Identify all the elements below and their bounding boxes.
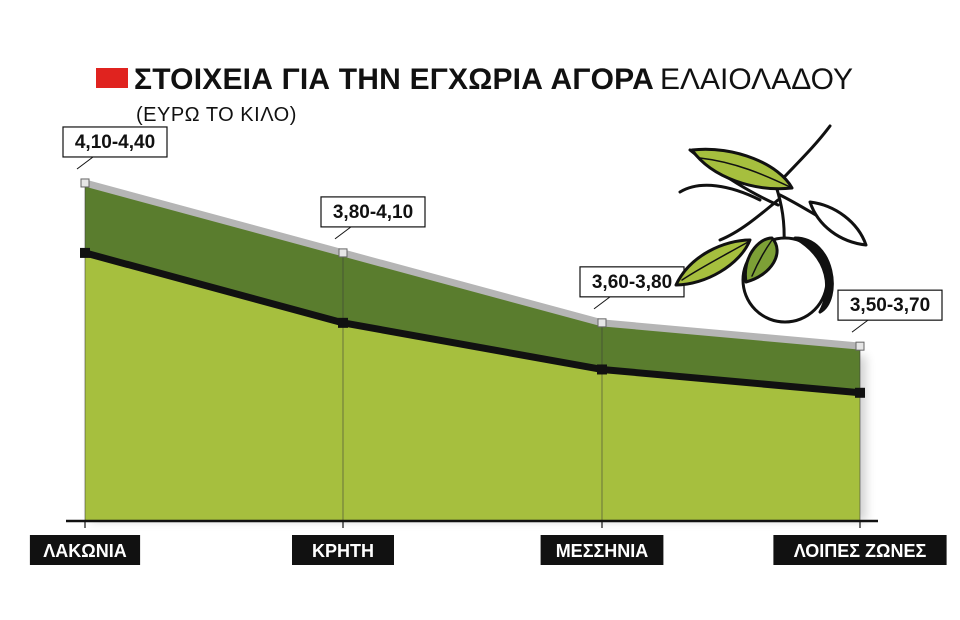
olive-branch-icon — [674, 124, 868, 324]
chart-subtitle: (ΕΥΡΩ ΤΟ ΚΙΛΟ) — [136, 104, 297, 126]
range-label: 3,60-3,80 — [592, 272, 672, 293]
range-label-box — [62, 126, 168, 158]
high-point-marker — [855, 341, 865, 351]
point-markers — [80, 178, 865, 398]
x-label-background — [29, 535, 141, 565]
callout-leader — [334, 226, 352, 240]
title-accent-square — [96, 68, 128, 88]
range-label-box — [320, 196, 426, 228]
drop-lines — [84, 182, 861, 521]
low-price-area — [85, 252, 860, 521]
x-axis-label: ΚΡΗΤΗ — [312, 541, 374, 561]
low-point-marker — [855, 387, 865, 398]
x-axis-label: ΛΟΙΠΕΣ ΖΩΝΕΣ — [794, 541, 927, 561]
callout-leader — [593, 296, 611, 310]
callout-leader — [76, 156, 94, 170]
high-point-marker — [597, 318, 607, 328]
high-point-marker — [338, 248, 348, 258]
high-price-edge — [84, 179, 861, 350]
range-label-box — [837, 289, 943, 321]
callout-leader — [851, 319, 869, 333]
x-axis-label: ΜΕΣΣΗΝΙΑ — [556, 541, 649, 561]
x-axis-labels: ΛΑΚΩΝΙΑ ΚΡΗΤΗ ΜΕΣΣΗΝΙΑ ΛΟΙΠΕΣ ΖΩΝΕΣ — [29, 535, 947, 565]
x-axis-ticks — [84, 521, 861, 528]
chart-title: ΣΤΟΙΧΕΙΑ ΓΙΑ ΤΗΝ ΕΓΧΩΡΙΑ ΑΓΟΡΑ ΕΛΑΙΟΛΑΔΟΥ — [96, 63, 853, 97]
plot-areas — [85, 182, 860, 521]
title-light-text: ΕΛΑΙΟΛΑΔΟΥ — [659, 63, 854, 96]
title-bold-text: ΣΤΟΙΧΕΙΑ ΓΙΑ ΤΗΝ ΕΓΧΩΡΙΑ ΑΓΟΡΑ — [134, 63, 654, 96]
range-label: 3,50-3,70 — [850, 295, 930, 316]
high-point-marker — [80, 178, 90, 188]
series-lines — [84, 179, 861, 397]
low-point-marker — [80, 247, 90, 258]
low-point-marker — [338, 317, 348, 328]
low-point-marker — [597, 364, 607, 375]
low-price-line — [84, 249, 861, 397]
x-axis-label: ΛΑΚΩΝΙΑ — [43, 541, 126, 561]
range-label: 3,80-4,10 — [333, 202, 413, 223]
x-label-background — [292, 535, 394, 565]
price-range-band — [85, 182, 860, 393]
x-label-background — [540, 535, 664, 565]
range-label: 4,10-4,40 — [75, 132, 155, 153]
range-callouts: 4,10-4,40 3,80-4,10 3,60-3,80 3,50-3,70 — [62, 126, 943, 333]
x-label-background — [773, 535, 947, 565]
